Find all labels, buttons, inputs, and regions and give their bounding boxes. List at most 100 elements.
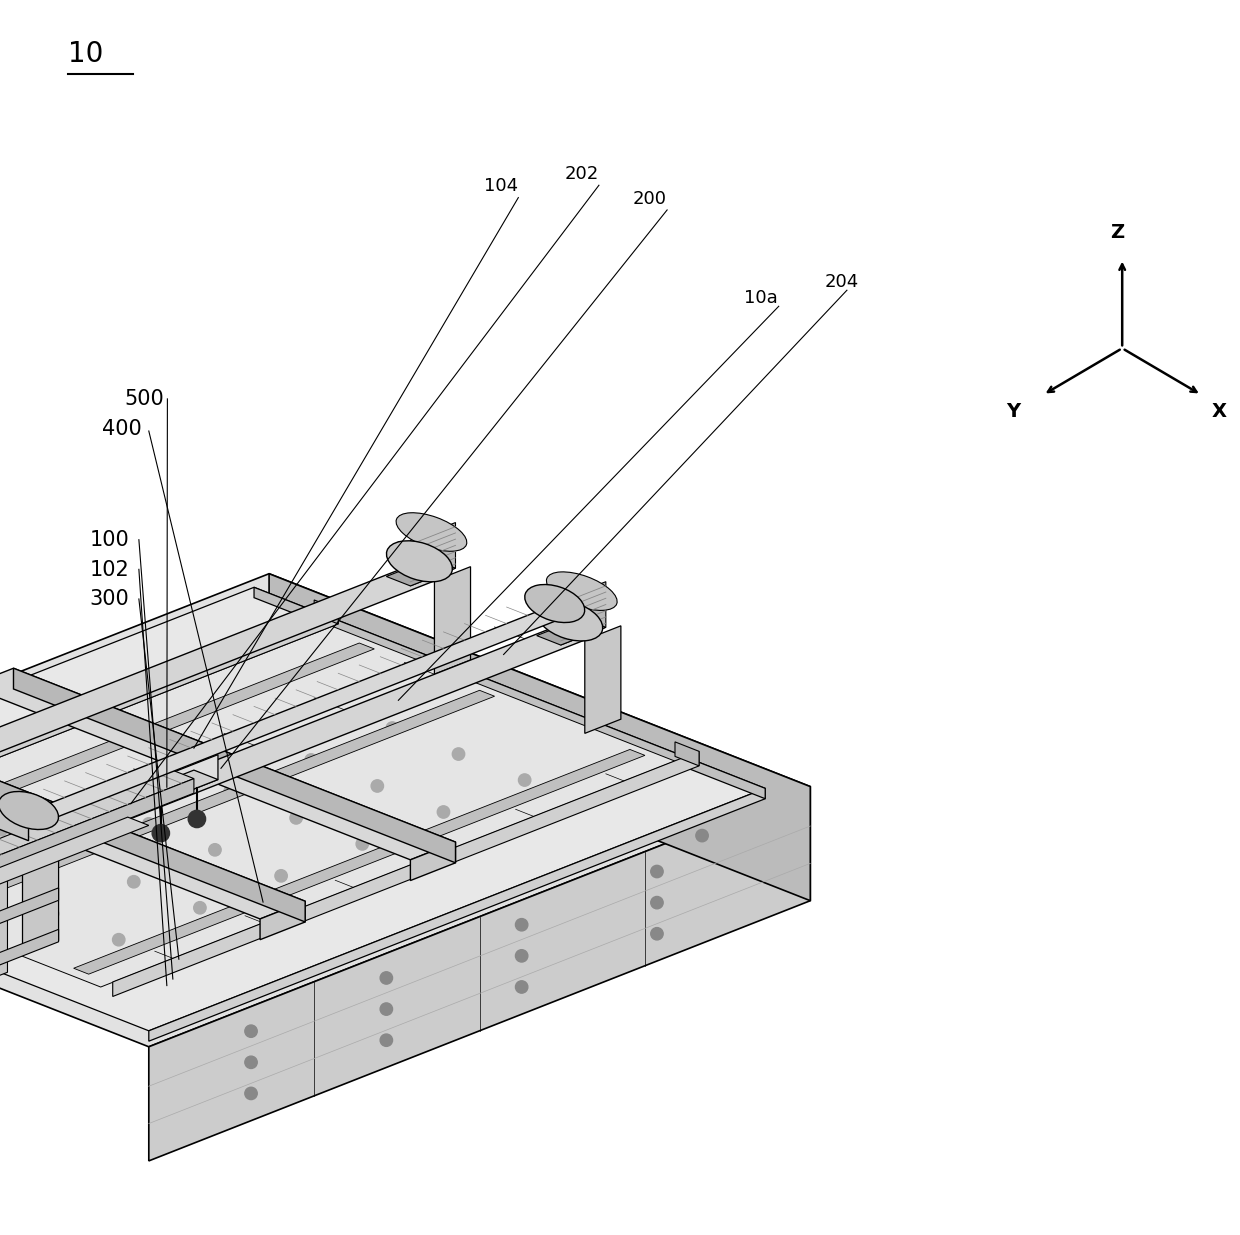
Circle shape xyxy=(516,919,528,931)
Circle shape xyxy=(0,824,7,836)
Polygon shape xyxy=(22,615,585,861)
Polygon shape xyxy=(269,574,810,900)
Circle shape xyxy=(350,720,362,732)
Text: X: X xyxy=(1211,403,1226,421)
Polygon shape xyxy=(0,626,675,987)
Polygon shape xyxy=(434,567,470,674)
Circle shape xyxy=(365,699,377,711)
Circle shape xyxy=(381,972,393,984)
Polygon shape xyxy=(73,750,645,974)
Circle shape xyxy=(143,818,155,830)
Polygon shape xyxy=(0,795,29,841)
Ellipse shape xyxy=(525,584,585,622)
Text: 300: 300 xyxy=(89,589,129,609)
Polygon shape xyxy=(0,643,374,868)
Circle shape xyxy=(35,845,47,857)
Ellipse shape xyxy=(387,541,453,582)
Circle shape xyxy=(193,902,206,914)
Circle shape xyxy=(149,889,161,902)
Circle shape xyxy=(371,779,383,792)
Circle shape xyxy=(516,981,528,993)
Circle shape xyxy=(275,869,288,882)
Circle shape xyxy=(453,748,465,761)
Circle shape xyxy=(474,851,486,863)
Polygon shape xyxy=(410,522,455,585)
Polygon shape xyxy=(119,771,218,809)
Polygon shape xyxy=(0,846,58,903)
Text: 202: 202 xyxy=(564,165,599,183)
Text: 104: 104 xyxy=(484,178,518,195)
Text: Z: Z xyxy=(1110,222,1123,242)
Circle shape xyxy=(153,825,170,842)
Polygon shape xyxy=(29,597,575,829)
Polygon shape xyxy=(260,902,305,940)
Circle shape xyxy=(254,848,267,861)
Circle shape xyxy=(140,803,153,815)
Polygon shape xyxy=(0,888,58,944)
Circle shape xyxy=(360,806,372,819)
Polygon shape xyxy=(410,842,455,881)
Circle shape xyxy=(244,1025,257,1037)
Circle shape xyxy=(651,866,663,878)
Circle shape xyxy=(531,734,543,746)
Circle shape xyxy=(464,764,476,777)
Polygon shape xyxy=(0,588,765,1031)
Circle shape xyxy=(157,976,170,988)
Text: Y: Y xyxy=(1006,403,1021,421)
Circle shape xyxy=(531,703,543,715)
Text: 10a: 10a xyxy=(744,289,777,306)
Text: 400: 400 xyxy=(102,419,141,438)
Ellipse shape xyxy=(537,600,603,641)
Circle shape xyxy=(77,792,89,804)
Circle shape xyxy=(651,897,663,909)
Circle shape xyxy=(651,927,663,940)
Polygon shape xyxy=(113,751,699,997)
Circle shape xyxy=(46,908,58,920)
Polygon shape xyxy=(0,930,58,986)
Circle shape xyxy=(290,811,303,824)
Circle shape xyxy=(368,893,381,905)
Circle shape xyxy=(381,1034,393,1046)
Circle shape xyxy=(320,695,332,708)
Polygon shape xyxy=(143,755,218,809)
Circle shape xyxy=(130,716,143,729)
Text: 100: 100 xyxy=(89,530,129,550)
Circle shape xyxy=(43,931,56,944)
Text: 200: 200 xyxy=(632,190,666,207)
Circle shape xyxy=(244,1056,257,1068)
Circle shape xyxy=(696,767,708,779)
Circle shape xyxy=(365,668,377,680)
Text: 10: 10 xyxy=(68,40,104,68)
Circle shape xyxy=(305,753,317,766)
Circle shape xyxy=(244,762,257,774)
Circle shape xyxy=(244,1087,257,1099)
Polygon shape xyxy=(0,556,434,802)
Text: 102: 102 xyxy=(89,559,129,579)
Polygon shape xyxy=(22,847,58,955)
Polygon shape xyxy=(537,618,606,645)
Polygon shape xyxy=(0,771,193,867)
Polygon shape xyxy=(0,690,495,915)
Polygon shape xyxy=(0,609,339,855)
Polygon shape xyxy=(149,787,810,1161)
Circle shape xyxy=(62,850,74,862)
Polygon shape xyxy=(675,742,699,766)
Text: 204: 204 xyxy=(825,273,859,290)
Circle shape xyxy=(518,774,531,787)
Circle shape xyxy=(579,810,591,823)
Circle shape xyxy=(223,785,236,798)
Polygon shape xyxy=(0,727,305,923)
Polygon shape xyxy=(387,558,455,585)
Circle shape xyxy=(113,934,125,946)
Circle shape xyxy=(239,727,252,740)
Circle shape xyxy=(696,830,708,842)
Ellipse shape xyxy=(0,792,58,830)
Polygon shape xyxy=(254,588,765,799)
Text: 500: 500 xyxy=(124,389,164,409)
Circle shape xyxy=(531,764,543,777)
Circle shape xyxy=(236,676,248,688)
Polygon shape xyxy=(0,574,810,1047)
Polygon shape xyxy=(0,778,193,882)
Polygon shape xyxy=(149,788,765,1041)
Circle shape xyxy=(128,876,140,888)
